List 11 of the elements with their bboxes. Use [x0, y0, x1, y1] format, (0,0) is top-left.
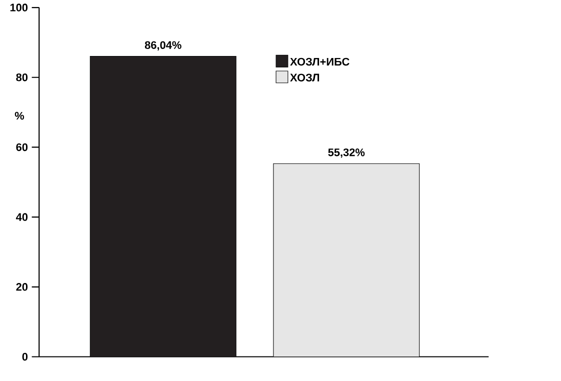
y-tick-label: 100: [10, 4, 28, 12]
y-tick-label: 0: [22, 352, 28, 361]
legend-label: ХОЗЛ: [290, 74, 320, 82]
data-label: 86,04%: [144, 41, 182, 50]
y-tick-label: 20: [16, 282, 28, 291]
legend-label: ХОЗЛ+ИБС: [290, 58, 350, 66]
y-axis-title: %: [14, 112, 24, 120]
data-label: 55,32%: [328, 148, 365, 158]
y-tick-label: 40: [16, 213, 28, 221]
y-tick-label: 60: [16, 143, 28, 151]
y-tick-label: 80: [16, 73, 28, 82]
